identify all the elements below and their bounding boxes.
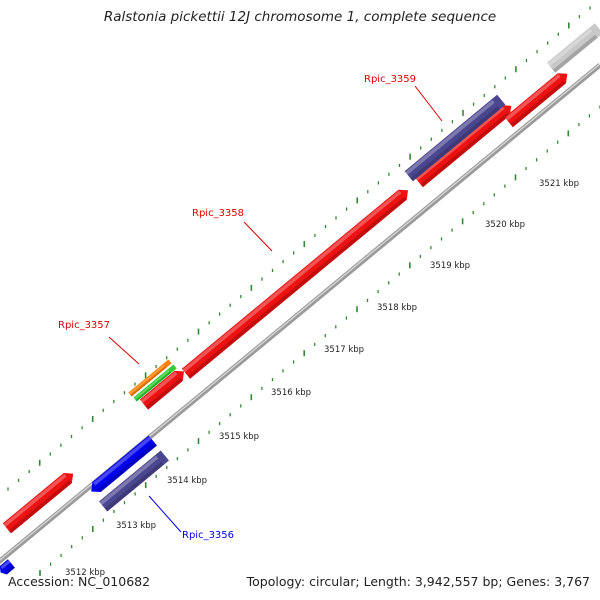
- cds-forward-3357[interactable]: [139, 366, 188, 410]
- rna-orange-3357[interactable]: [128, 359, 172, 397]
- scale-label: 3519 kbp: [430, 261, 470, 271]
- pointer-rpic-3356: [148, 495, 182, 533]
- gene-label-rpic-3359[interactable]: Rpic_3359: [364, 74, 416, 85]
- pointer-rpic-3358: [243, 221, 273, 252]
- cds-forward-3359[interactable]: [414, 101, 516, 188]
- gene-label-rpic-3358[interactable]: Rpic_3358: [192, 208, 244, 219]
- feature-track: [0, 23, 600, 576]
- cds-forward-right[interactable]: [504, 69, 572, 128]
- accession-label: Accession: NC_010682: [8, 574, 151, 589]
- scale-label: 3521 kbp: [539, 179, 579, 189]
- gene-label-rpic-3357[interactable]: Rpic_3357: [58, 320, 110, 331]
- cds-forward-left[interactable]: [2, 469, 78, 534]
- feature-gray-right[interactable]: [546, 23, 600, 73]
- scale-label: 3512 kbp: [65, 568, 105, 578]
- scale-labels: 3512 kbp 3513 kbp 3514 kbp 3515 kbp 3516…: [65, 179, 579, 578]
- scale-label: 3520 kbp: [485, 220, 525, 230]
- tick-dot-rows: [7, 6, 600, 576]
- gene-purple-3359[interactable]: [404, 94, 506, 182]
- genome-stats-label: Topology: circular; Length: 3,942,557 bp…: [246, 574, 590, 589]
- pointer-rpic-3359: [414, 85, 443, 122]
- genome-backbone: [0, 63, 600, 565]
- cds-forward-3358[interactable]: [181, 185, 412, 379]
- scale-label: 3516 kbp: [271, 388, 311, 398]
- cds-reverse-3356[interactable]: [87, 435, 157, 497]
- gene-label-rpic-3356[interactable]: Rpic_3356: [182, 530, 234, 541]
- scale-label: 3517 kbp: [324, 345, 364, 355]
- pointer-rpic-3357: [108, 336, 140, 365]
- label-pointers: [108, 85, 443, 533]
- map-title: Ralstonia pickettii 12J chromosome 1, co…: [103, 9, 497, 25]
- scale-label: 3518 kbp: [377, 303, 417, 313]
- scale-label: 3513 kbp: [116, 521, 156, 531]
- rna-green-3357[interactable]: [133, 364, 177, 402]
- cds-reverse-edge[interactable]: [0, 559, 15, 576]
- gene-labels: Rpic_3356 Rpic_3357 Rpic_3358 Rpic_3359: [58, 74, 416, 541]
- gene-purple-3356[interactable]: [99, 450, 169, 512]
- scale-label: 3515 kbp: [219, 432, 259, 442]
- scale-label: 3514 kbp: [167, 476, 207, 486]
